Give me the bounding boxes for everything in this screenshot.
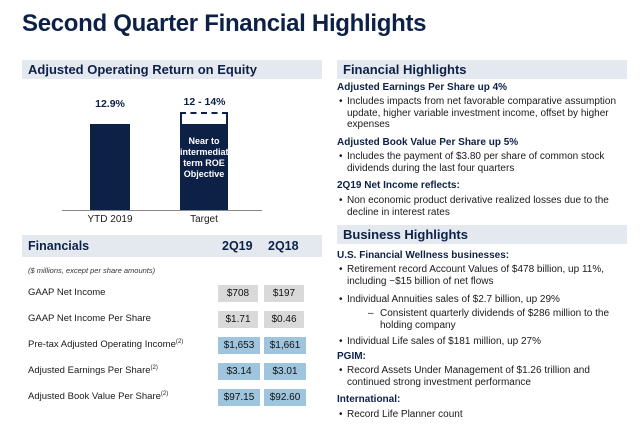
row-label-text: Pre-tax Adjusted Operating Income [28, 339, 176, 351]
roe-heading: Adjusted Operating Return on Equity [22, 60, 322, 79]
roe-chart: 12.9% 12 - 14% Near to intermediate term… [22, 80, 322, 230]
financial-row-label: GAAP Net Income [28, 287, 105, 298]
value-2q18: $92.60 [264, 389, 306, 406]
value-2q18: $1,661 [264, 337, 306, 354]
financial-row-label: Adjusted Earnings Per Share(2) [28, 365, 158, 376]
x-axis [62, 210, 262, 211]
value-2q18: $197 [264, 285, 304, 302]
bar-label-ytd: 12.9% [95, 98, 125, 110]
bh-dividends-subbullet: Consistent quarterly dividends of $286 m… [368, 308, 630, 331]
fh-eps-bullet: Includes impacts from net favorable comp… [339, 96, 627, 131]
column-2q19: 2Q19 [222, 239, 253, 253]
category-ytd-2019: YTD 2019 [87, 214, 133, 225]
value-2q18: $3.01 [264, 363, 306, 380]
financials-note: ($ millions, except per share amounts) [28, 266, 156, 275]
financials-header-bar [22, 235, 322, 257]
row-label-text: Adjusted Earnings Per Share [28, 365, 151, 377]
bh-international-bullet: Record Life Planner count [339, 409, 627, 421]
value-2q19: $1,653 [218, 337, 260, 354]
financial-row-label: Pre-tax Adjusted Operating Income(2) [28, 339, 183, 350]
footnote-marker: (2) [160, 391, 169, 397]
financial-highlights-heading: Financial Highlights [337, 60, 627, 79]
bh-annuities-bullet: Individual Annuities sales of $2.7 billi… [339, 294, 627, 306]
target-range-dashed [180, 112, 228, 124]
bar-target [180, 124, 228, 210]
fh-eps-heading: Adjusted Earnings Per Share up 4% [337, 82, 508, 93]
footnote-marker: (2) [175, 339, 184, 345]
value-2q19: $708 [218, 285, 258, 302]
bh-international-heading: International: [337, 394, 401, 405]
bh-retirement-bullet: Retirement record Account Values of $478… [339, 264, 627, 287]
fh-net-income-heading: 2Q19 Net Income reflects: [337, 180, 460, 191]
page-title: Second Quarter Financial Highlights [22, 10, 427, 37]
category-target: Target [190, 214, 218, 225]
row-label-text: Adjusted Book Value Per Share [28, 391, 161, 403]
value-2q19: $97.15 [218, 389, 260, 406]
business-highlights-heading: Business Highlights [337, 225, 627, 244]
financial-row-label: GAAP Net Income Per Share [28, 313, 151, 324]
fh-bvps-bullet: Includes the payment of $3.80 per share … [339, 151, 627, 174]
row-label-text: GAAP Net Income Per Share [28, 313, 151, 325]
column-2q18: 2Q18 [268, 239, 299, 253]
fh-bvps-heading: Adjusted Book Value Per Share up 5% [337, 137, 519, 148]
footnote-marker: (2) [150, 365, 158, 371]
financials-heading: Financials [28, 239, 90, 253]
value-2q19: $3.14 [218, 363, 260, 380]
financial-row-label: Adjusted Book Value Per Share(2) [28, 391, 168, 402]
fh-net-income-bullet: Non economic product derivative realized… [339, 195, 627, 218]
value-2q19: $1.71 [218, 311, 258, 328]
bh-pgim-bullet: Record Assets Under Management of $1.26 … [339, 365, 627, 388]
value-2q18: $0.46 [264, 311, 304, 328]
row-label-text: GAAP Net Income [28, 287, 106, 299]
bh-life-bullet: Individual Life sales of $181 million, u… [339, 336, 627, 348]
bar-label-target: 12 - 14% [183, 96, 226, 108]
bh-pgim-heading: PGIM: [337, 351, 366, 362]
target-objective-text: Near to intermediate term ROE Objective [180, 136, 234, 179]
bar-ytd-2019 [90, 123, 130, 210]
bh-us-heading: U.S. Financial Wellness businesses: [337, 250, 510, 261]
